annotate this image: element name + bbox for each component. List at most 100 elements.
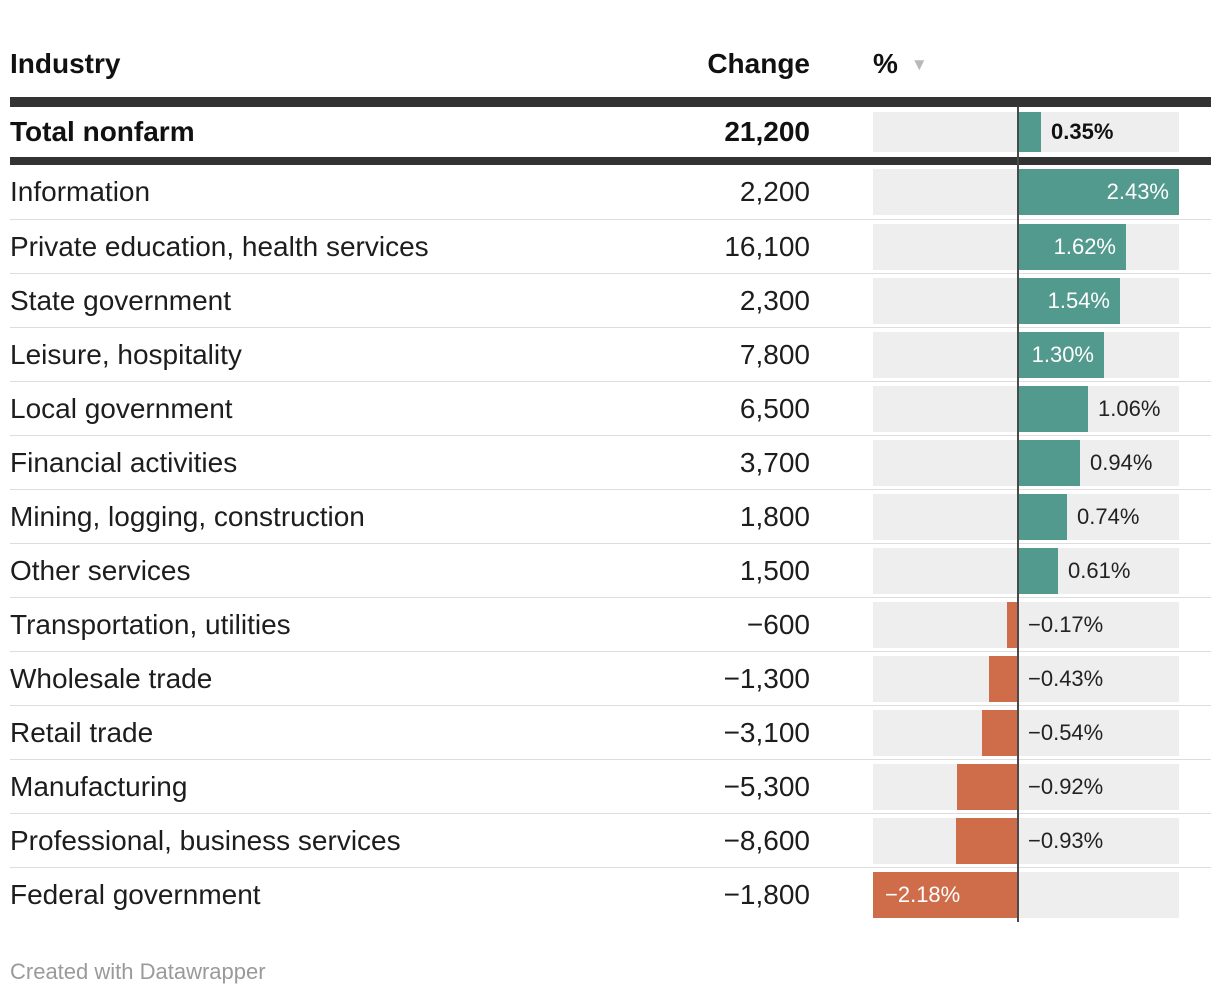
industry-label: Leisure, hospitality [10, 338, 242, 370]
table-row: Mining, logging, construction 1,800 0.74… [10, 489, 1211, 543]
change-value: −3,100 [723, 716, 810, 748]
pct-label: 1.30% [1031, 341, 1094, 367]
zero-axis-line [1017, 107, 1019, 922]
pct-bar [1018, 439, 1080, 486]
table-row: Other services 1,500 0.61% [10, 543, 1211, 597]
change-value: −5,300 [723, 770, 810, 802]
bar-track: −0.43% [873, 655, 1179, 702]
industry-label: Financial activities [10, 446, 238, 478]
table-row: Manufacturing −5,300 −0.92% [10, 759, 1211, 813]
bar-track: 0.35% [873, 112, 1179, 152]
change-value: 3,700 [739, 446, 810, 478]
change-value: 16,100 [724, 230, 810, 262]
industry-label: Federal government [10, 878, 261, 910]
pct-bar [989, 655, 1018, 702]
total-divider [10, 157, 1211, 165]
bar-track: 0.61% [873, 547, 1179, 594]
column-header-percent[interactable]: % ▼ [810, 48, 1179, 80]
pct-label: −2.18% [885, 881, 961, 907]
industry-label: Professional, business services [10, 824, 401, 856]
bar-track: −2.18% [873, 871, 1179, 918]
pct-bar [873, 871, 1018, 918]
datawrapper-credit[interactable]: Created with Datawrapper [10, 959, 266, 984]
bar-track: 1.62% [873, 223, 1179, 270]
pct-bar [1007, 601, 1018, 648]
table-row: Federal government −1,800 −2.18% [10, 867, 1211, 921]
sort-descending-icon[interactable]: ▼ [910, 54, 928, 74]
pct-bar [1018, 493, 1067, 540]
change-value: −1,800 [723, 878, 810, 910]
pct-bar [1018, 547, 1058, 594]
change-value: 21,200 [724, 116, 810, 147]
table-row: Professional, business services −8,600 −… [10, 813, 1211, 867]
pct-bar [1018, 277, 1120, 324]
pct-label: −0.17% [1028, 611, 1104, 637]
pct-label: 0.61% [1068, 557, 1131, 583]
industry-label: Mining, logging, construction [10, 500, 365, 532]
change-value: 2,200 [739, 176, 810, 207]
change-value: −8,600 [723, 824, 810, 856]
pct-bar [1018, 169, 1179, 215]
change-value: 7,800 [739, 338, 810, 370]
pct-label: 0.74% [1077, 503, 1140, 529]
pct-label: 1.54% [1047, 287, 1110, 313]
change-value: 6,500 [739, 392, 810, 424]
industry-change-table: Industry Change % ▼ Total nonfarm 21,200… [10, 0, 1211, 922]
total-row: Total nonfarm 21,200 0.35% [10, 107, 1211, 157]
table-row: Transportation, utilities −600 −0.17% [10, 597, 1211, 651]
table-row: State government 2,300 1.54% [10, 273, 1211, 327]
bar-track: 2.43% [873, 169, 1179, 215]
table-row: Retail trade −3,100 −0.54% [10, 705, 1211, 759]
pct-label: 1.06% [1098, 395, 1161, 421]
pct-label: 1.62% [1053, 233, 1116, 259]
column-header-change[interactable]: Change [707, 48, 810, 79]
industry-label: Information [10, 176, 151, 207]
industry-label: Other services [10, 554, 191, 586]
industry-label: Private education, health services [10, 230, 429, 262]
table-row: Financial activities 3,700 0.94% [10, 435, 1211, 489]
pct-label: −0.43% [1028, 665, 1104, 691]
bar-track: 0.74% [873, 493, 1179, 540]
table-header: Industry Change % ▼ [10, 0, 1211, 97]
change-value: 2,300 [739, 284, 810, 316]
column-header-industry[interactable]: Industry [10, 48, 121, 79]
pct-label: −0.54% [1028, 719, 1104, 745]
industry-label: Wholesale trade [10, 662, 213, 694]
pct-label: −0.93% [1028, 827, 1104, 853]
table-row: Information 2,200 2.43% [10, 165, 1211, 219]
table-body: Information 2,200 2.43% Private educatio… [10, 165, 1211, 921]
change-value: 1,500 [739, 554, 810, 586]
pct-bar [1018, 223, 1126, 270]
bar-track: 1.54% [873, 277, 1179, 324]
table-row: Leisure, hospitality 7,800 1.30% [10, 327, 1211, 381]
percent-header-label: % [873, 48, 898, 79]
pct-bar [982, 709, 1018, 756]
table-row: Local government 6,500 1.06% [10, 381, 1211, 435]
pct-bar [1018, 331, 1104, 378]
bar-track: 1.06% [873, 385, 1179, 432]
change-value: 1,800 [739, 500, 810, 532]
bar-track: −0.92% [873, 763, 1179, 810]
industry-label: Manufacturing [10, 770, 188, 802]
bar-track: 0.94% [873, 439, 1179, 486]
change-value: −600 [746, 608, 810, 640]
pct-label: 0.35% [1051, 119, 1114, 144]
pct-bar [957, 763, 1018, 810]
industry-label: Retail trade [10, 716, 154, 748]
pct-label: 2.43% [1106, 179, 1169, 204]
bar-track: −0.54% [873, 709, 1179, 756]
pct-label: −0.92% [1028, 773, 1104, 799]
pct-bar [956, 817, 1018, 864]
change-value: −1,300 [723, 662, 810, 694]
industry-label: Total nonfarm [10, 116, 195, 147]
table-row: Wholesale trade −1,300 −0.43% [10, 651, 1211, 705]
bar-track: −0.17% [873, 601, 1179, 648]
table-row: Private education, health services 16,10… [10, 219, 1211, 273]
pct-bar [1018, 385, 1088, 432]
industry-label: Local government [10, 392, 233, 424]
header-divider [10, 97, 1211, 107]
pct-bar [1018, 112, 1041, 152]
pct-label: 0.94% [1090, 449, 1153, 475]
bar-track: 1.30% [873, 331, 1179, 378]
industry-label: Transportation, utilities [10, 608, 291, 640]
